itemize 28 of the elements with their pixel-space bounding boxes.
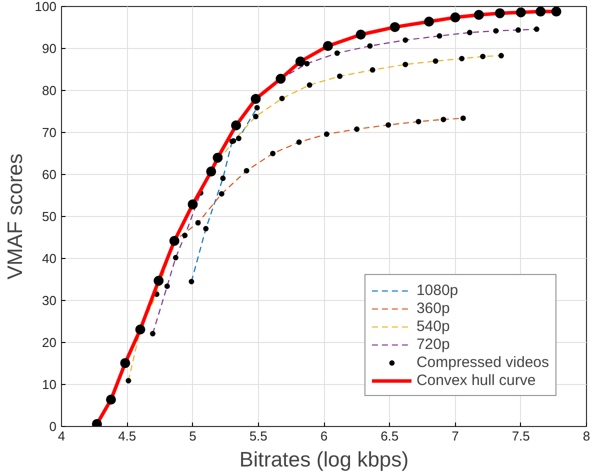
y-tick-label: 30: [42, 293, 57, 308]
x-tick-label: 5.5: [249, 428, 268, 444]
x-axis-title: Bitrates (log kbps): [239, 448, 409, 472]
y-tick-label: 80: [42, 83, 57, 98]
x-tick-label: 6.5: [380, 428, 399, 444]
y-tick-label: 70: [42, 125, 57, 140]
legend-label: 1080p: [416, 281, 458, 299]
legend-label: 720p: [416, 335, 450, 353]
y-tick-label: 60: [42, 167, 57, 182]
x-tick-label: 8: [582, 428, 590, 444]
y-tick-label: 100: [34, 0, 57, 14]
x-tick-label: 5: [189, 428, 196, 444]
legend-label: Compressed videos: [416, 353, 549, 371]
y-tick-label: 0: [49, 419, 57, 434]
y-tick-label: 10: [42, 377, 57, 392]
legend-label: 360p: [416, 299, 450, 317]
x-tick-label: 7: [452, 428, 459, 444]
legend-label: Convex hull curve: [416, 371, 536, 389]
x-tick-label: 4.5: [118, 428, 136, 444]
y-tick-label: 50: [42, 209, 57, 224]
x-tick-label: 4: [58, 428, 66, 444]
y-tick-label: 90: [42, 41, 57, 56]
x-tick-label: 7.5: [512, 428, 530, 444]
x-tick-label: 6: [320, 428, 328, 444]
y-tick-label: 20: [42, 335, 57, 350]
y-tick-label: 40: [42, 251, 57, 266]
legend-label: 540p: [416, 317, 450, 335]
y-axis-title: VMAF scores: [4, 153, 27, 280]
